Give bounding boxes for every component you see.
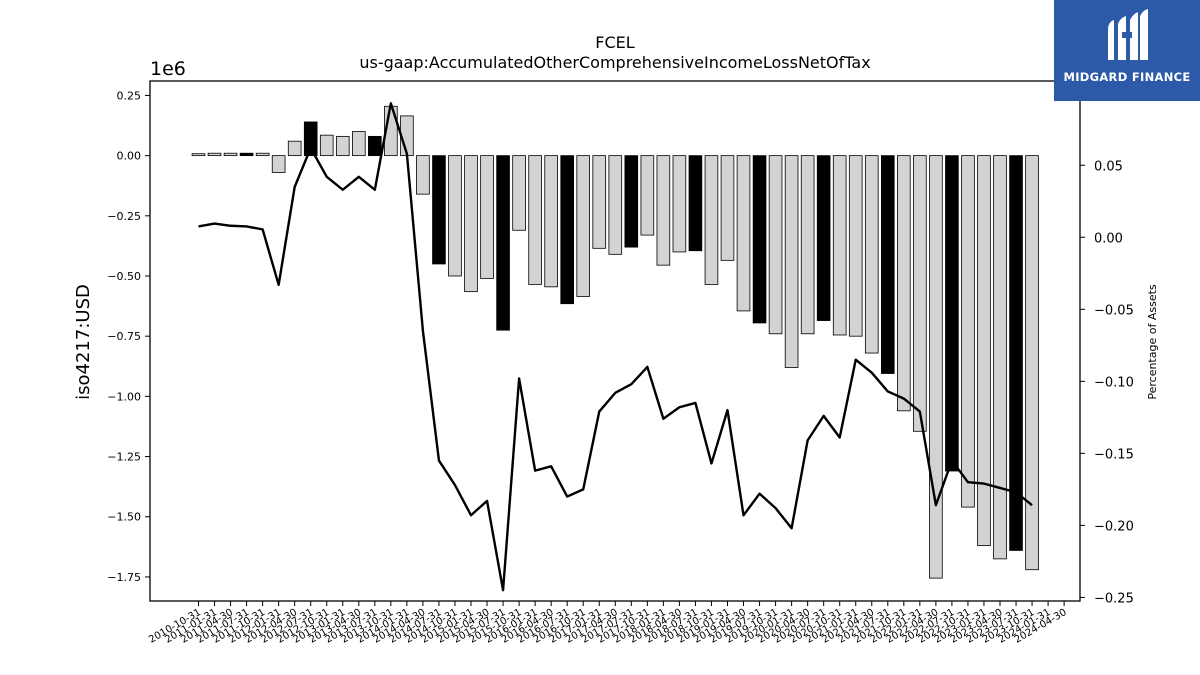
line-series [198, 102, 1033, 592]
bar [1025, 155, 1039, 571]
bar [1009, 155, 1023, 551]
bar [271, 155, 286, 173]
y-tick-label: −1.00 [107, 390, 141, 403]
bar [720, 155, 735, 261]
bar [624, 155, 639, 248]
y2-tick-label: 0.05 [1094, 159, 1123, 174]
bar [576, 155, 591, 297]
bar [784, 155, 799, 368]
bar [704, 155, 719, 285]
midgard-logo-icon [1108, 9, 1148, 60]
bar [929, 155, 943, 579]
percentage-line [198, 102, 1033, 592]
y-axis-ticks: 0.25 0.00 −0.25 −0.50 −0.75 −1.00 −1.25 −1.50 −1… [107, 89, 150, 584]
bar [207, 152, 222, 157]
bar [239, 152, 254, 157]
chart-title: FCEL [595, 33, 634, 52]
bar [287, 140, 302, 157]
bar [592, 155, 607, 249]
bar [848, 155, 863, 337]
bar [672, 155, 687, 253]
bar [223, 152, 238, 157]
y-tick-label: 0.25 [117, 89, 142, 102]
bar [528, 155, 542, 285]
bar [977, 155, 991, 547]
bar [303, 121, 318, 157]
bar [880, 155, 895, 374]
bar [768, 155, 783, 335]
bar [816, 155, 831, 321]
bar [752, 155, 767, 324]
bar [913, 155, 927, 432]
y-tick-label: −0.75 [107, 330, 141, 343]
bar [961, 155, 975, 508]
y-tick-label: −1.25 [107, 451, 141, 464]
bar [800, 155, 815, 335]
bar [993, 155, 1007, 560]
bar [255, 152, 270, 157]
bar [688, 155, 703, 252]
logo-name: MIDGARD FINANCE [1063, 70, 1191, 84]
bar [608, 155, 623, 255]
midgard-finance-logo: MIDGARD FINANCE [1054, 0, 1200, 101]
bar [544, 155, 558, 288]
bar [319, 134, 334, 157]
bar [191, 153, 206, 157]
bar-series [191, 105, 1039, 579]
y-tick-label: −1.50 [107, 511, 141, 524]
bar [560, 155, 574, 305]
y2-tick-label: −0.05 [1094, 303, 1134, 318]
y2-tick-label: −0.10 [1094, 375, 1134, 390]
y-tick-label: 0.00 [117, 150, 142, 163]
bar [416, 155, 430, 195]
y2-tick-label: 0.00 [1094, 231, 1123, 246]
y2-axis-label: Percentage of Assets [1146, 284, 1159, 400]
y-axis-label: iso4217:USD [73, 284, 94, 400]
y-tick-label: −0.50 [107, 270, 141, 283]
plot-frame [149, 80, 1081, 602]
bar [736, 155, 751, 312]
bar [656, 155, 671, 266]
y2-tick-label: −0.15 [1094, 447, 1134, 462]
bar [945, 155, 959, 472]
bar [464, 155, 478, 293]
y2-tick-label: −0.25 [1094, 591, 1134, 606]
y-tick-label: −1.75 [107, 571, 141, 584]
bar [480, 155, 494, 279]
bar [512, 155, 526, 231]
y-tick-label: −0.25 [107, 210, 141, 223]
y2-axis-ticks: 0.05 0.00 −0.05 −0.10 −0.15 −0.20 −0.25 [1080, 159, 1134, 606]
bar [351, 131, 366, 157]
x-axis-ticks: 2010-10-312011-01-312011-04-302011-07-31… [147, 601, 1069, 646]
chart-subtitle: us-gaap:AccumulatedOtherComprehensiveInc… [359, 53, 870, 72]
bar [368, 135, 382, 157]
bar [640, 155, 655, 236]
bar [864, 155, 879, 354]
bar [335, 135, 350, 157]
bar [432, 155, 446, 265]
y2-tick-label: −0.20 [1094, 519, 1134, 534]
bar [897, 155, 911, 412]
y-offset-label: 1e6 [150, 58, 186, 80]
bar [832, 155, 847, 336]
bar [496, 155, 510, 331]
bar [448, 155, 462, 277]
